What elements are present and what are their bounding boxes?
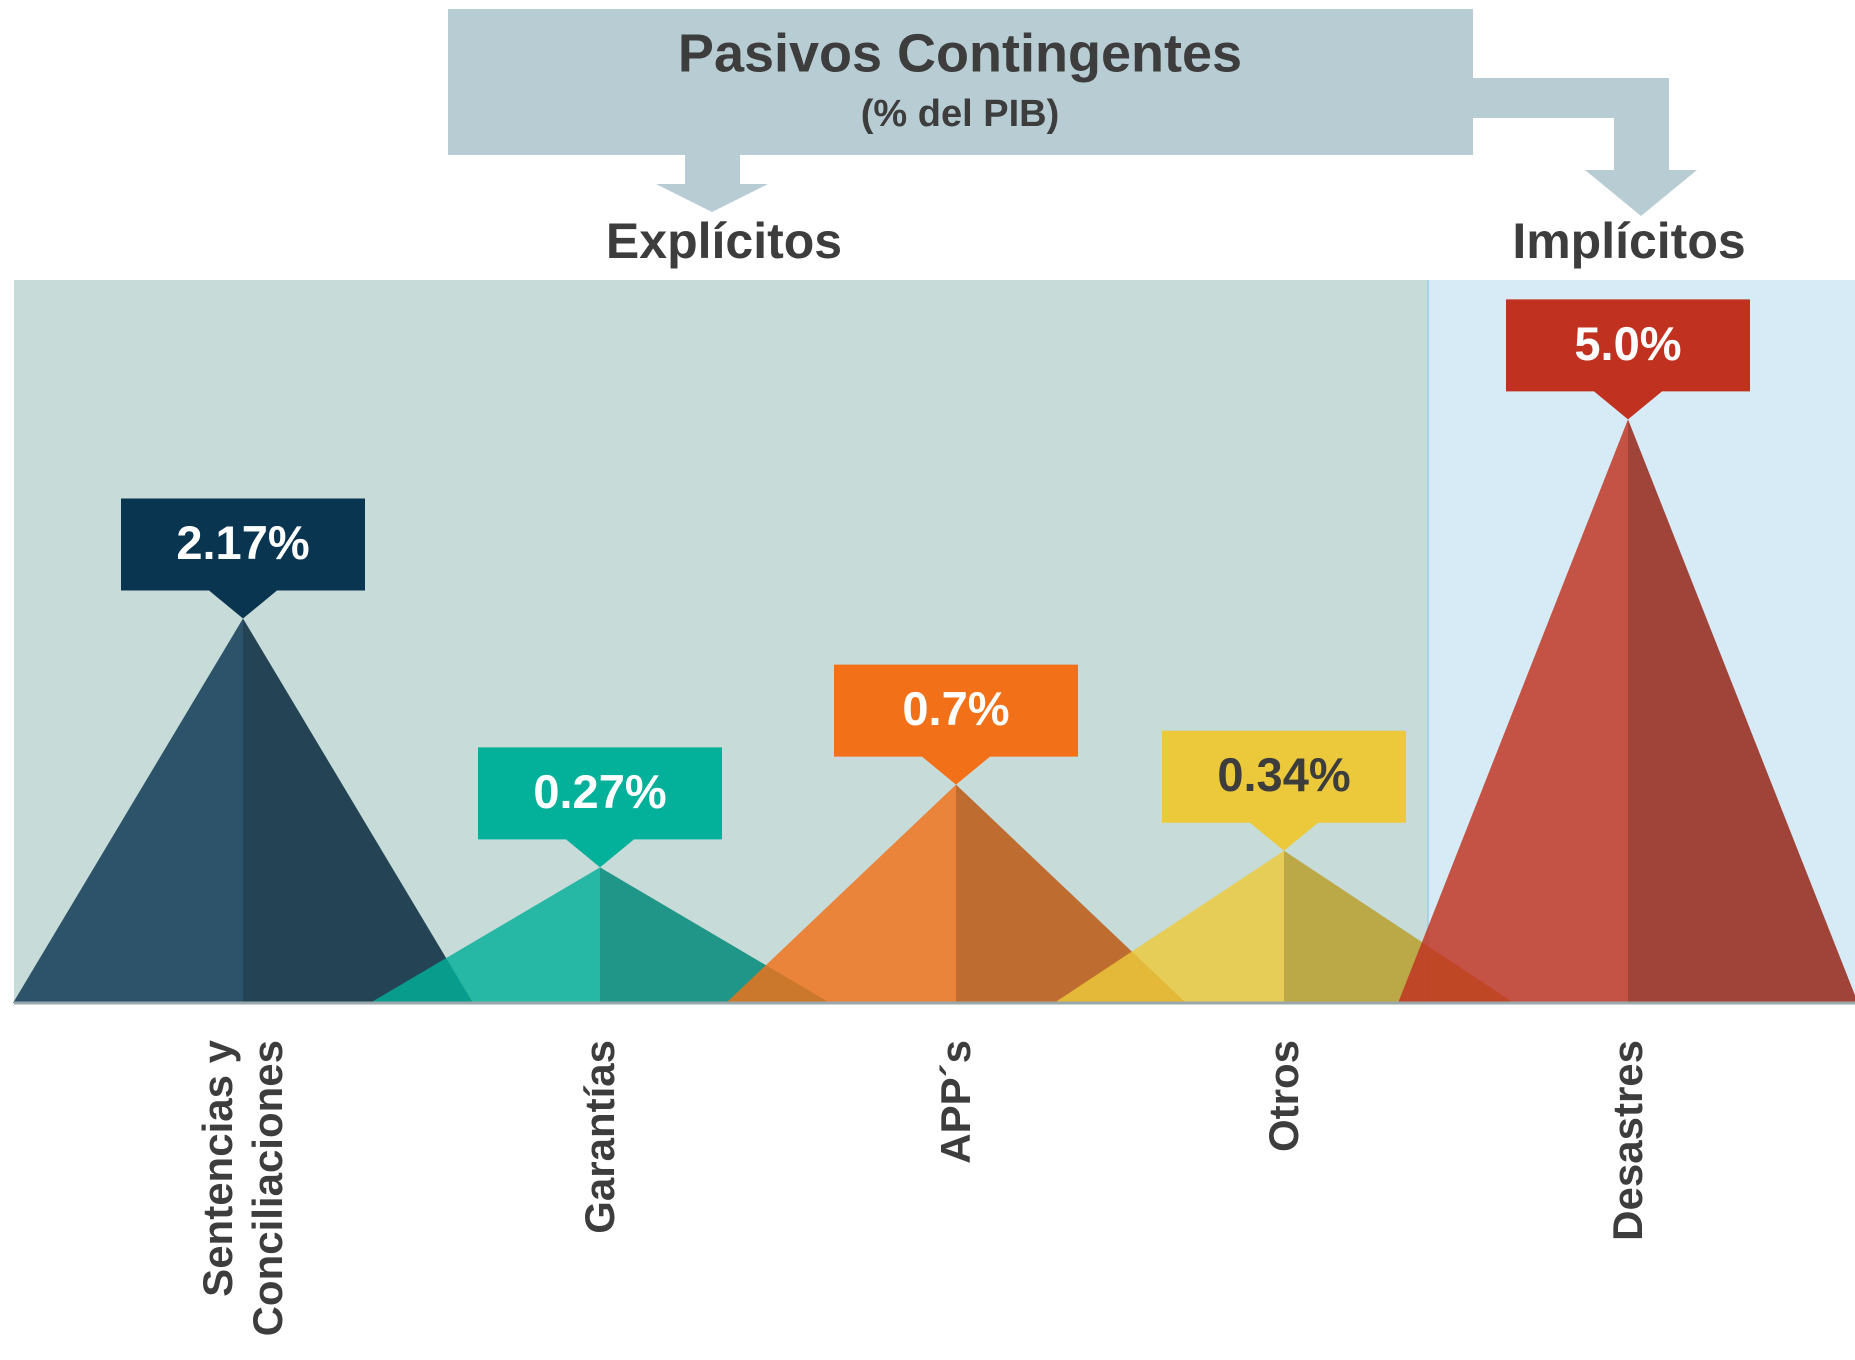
peak: [13, 618, 473, 1003]
peak-shade: [1628, 419, 1855, 1003]
category-label: Desastres: [1604, 1040, 1651, 1241]
peak-shade: [600, 867, 830, 1003]
category-label: Garantías: [576, 1040, 623, 1234]
value-label: 2.17%: [176, 516, 309, 569]
peak: [726, 784, 1186, 1003]
peak-shade: [1284, 850, 1514, 1003]
peak: [1054, 850, 1514, 1003]
arrow-explicit: [656, 155, 768, 212]
label-box: [1506, 299, 1750, 420]
peak: [1398, 419, 1855, 1003]
value-label: 5.0%: [1574, 317, 1681, 370]
category-label: Otros: [1260, 1040, 1307, 1153]
arrow-implicit: [1585, 118, 1697, 216]
label-box: [121, 498, 365, 619]
value-label: 0.27%: [533, 765, 666, 818]
category-label: Sentencias y Conciliaciones: [194, 1040, 291, 1337]
peak-shade: [243, 618, 473, 1003]
peak-shade: [956, 784, 1186, 1003]
chart-title: Pasivos Contingentes: [678, 23, 1242, 83]
group-label: Implícitos: [1512, 213, 1745, 269]
peak: [370, 867, 830, 1003]
title-box: [448, 9, 1473, 155]
label-box: [478, 747, 722, 868]
group-label: Explícitos: [606, 213, 842, 269]
value-label: 0.7%: [902, 682, 1009, 735]
label-box: [834, 664, 1078, 785]
value-label: 0.34%: [1217, 748, 1350, 801]
category-label: APP´s: [932, 1040, 979, 1164]
label-box: [1162, 730, 1406, 851]
chart-subtitle: (% del PIB): [861, 93, 1059, 135]
connector: [1473, 78, 1669, 118]
